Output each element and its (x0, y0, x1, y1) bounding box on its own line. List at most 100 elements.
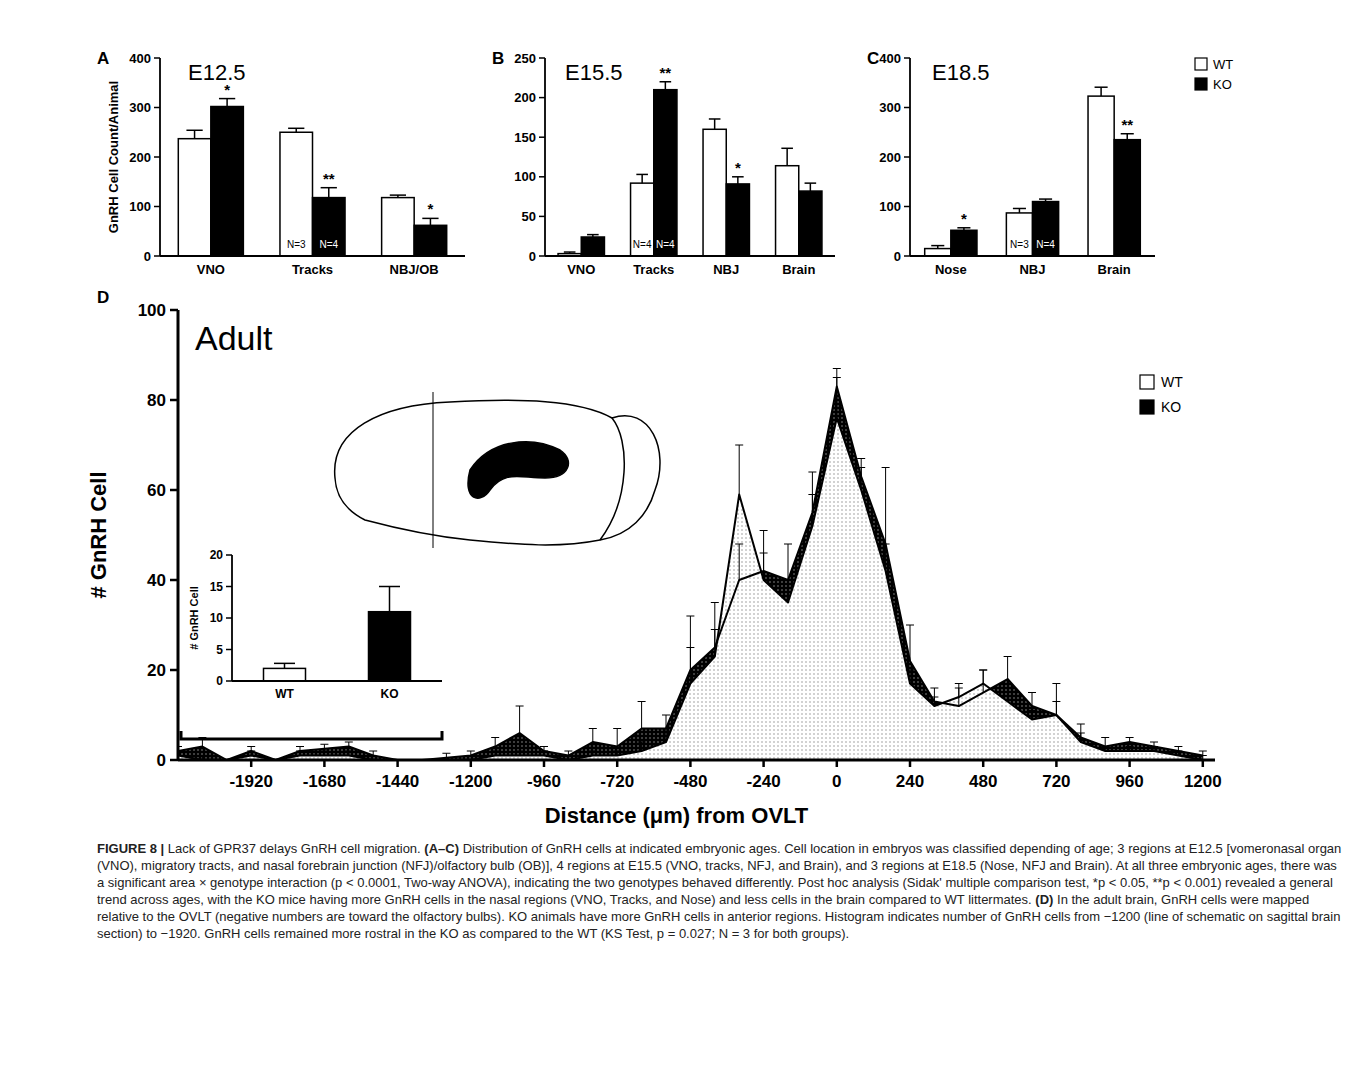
n-label: N=4 (656, 239, 675, 250)
error-bar (442, 753, 450, 758)
error-stem (1202, 751, 1203, 756)
error-bar (781, 148, 793, 165)
bar (382, 198, 415, 256)
x-tick-label: -1440 (376, 772, 419, 791)
category-label: Brain (782, 262, 815, 277)
bars (558, 82, 822, 256)
error-bar (422, 218, 438, 225)
legend-swatch (1195, 78, 1207, 90)
x-axis (232, 680, 442, 682)
x-tick (762, 760, 765, 767)
legend: WTKO (1140, 374, 1183, 415)
error-stem (592, 751, 593, 756)
error-stem (1126, 134, 1128, 140)
error-stem (348, 742, 349, 747)
bar (581, 237, 604, 256)
y-tick-label: 20 (147, 661, 166, 680)
error-cap (662, 715, 670, 716)
panel-letter: B (492, 49, 504, 68)
error-cap (906, 670, 914, 671)
error-cap (1028, 710, 1036, 711)
error-bar (636, 174, 648, 183)
x-tick (982, 760, 985, 767)
error-stem (641, 174, 643, 183)
error-bar (491, 751, 499, 756)
error-bar (662, 715, 670, 729)
error-cap (516, 751, 524, 752)
bar (1033, 202, 1059, 256)
y-tick (170, 309, 178, 312)
panel-title: E12.5 (188, 60, 246, 85)
y-tick-label: 400 (879, 51, 901, 66)
significance: ** (1121, 116, 1133, 133)
error-stem (788, 580, 789, 603)
x-tick-label: -240 (747, 772, 781, 791)
error-cap (1077, 724, 1085, 725)
error-cap (931, 245, 944, 247)
error-bar (1039, 199, 1052, 201)
error-bar (1121, 134, 1134, 140)
error-cap (955, 688, 963, 689)
error-bar (660, 82, 672, 90)
error-stem (666, 715, 667, 729)
series-line (178, 387, 1203, 761)
error-stem (324, 744, 325, 749)
y-axis-title: # GnRH Cell (86, 471, 111, 598)
error-bar (1174, 747, 1182, 752)
error-cap (781, 148, 793, 150)
error-bar (808, 472, 816, 513)
error-stem (430, 218, 432, 225)
bar (925, 249, 951, 256)
error-stem (739, 544, 740, 580)
error-bar (589, 729, 597, 743)
error-cap (186, 130, 202, 132)
x-tick (470, 760, 473, 767)
caption-text: Lack of GPR37 delays GnRH cell migration… (168, 841, 421, 856)
error-cap (369, 751, 377, 752)
error-cap (442, 753, 450, 754)
error-stem (690, 616, 691, 670)
error-cap (345, 742, 353, 743)
error-bar (564, 751, 572, 756)
category-label: NBJ/OB (390, 262, 439, 277)
error-bar (1150, 742, 1158, 747)
error-stem (641, 742, 642, 751)
error-cap (564, 251, 576, 253)
error-cap (732, 176, 744, 178)
category-label: VNO (197, 262, 225, 277)
bar (631, 183, 654, 256)
y-tick (170, 489, 178, 492)
error-cap (320, 751, 328, 752)
error-bar (589, 751, 597, 756)
error-bar (1028, 693, 1036, 707)
error-bar (247, 747, 255, 752)
error-cap (711, 602, 719, 603)
error-stem (495, 751, 496, 756)
error-cap (516, 706, 524, 707)
error-stem (934, 688, 935, 702)
error-bar (345, 751, 353, 756)
y-tick (170, 399, 178, 402)
n-label: N=4 (319, 239, 338, 250)
error-stem (1100, 87, 1102, 96)
error-stem (194, 130, 196, 138)
error-bar (882, 468, 890, 545)
error-bar (274, 663, 295, 668)
bar-annotations: *N=3**N=4* (224, 81, 433, 250)
y-tick-label: 0 (216, 674, 223, 688)
error-bar (296, 747, 304, 752)
error-cap (979, 670, 987, 671)
error-cap (638, 701, 646, 702)
error-cap (219, 98, 235, 100)
category-label: VNO (567, 262, 595, 277)
bar (654, 90, 677, 256)
y-tick-label: 100 (138, 301, 166, 320)
error-stem (885, 468, 886, 545)
caption-label: (A–C) (424, 841, 459, 856)
error-stem (519, 706, 520, 733)
error-bar (390, 195, 406, 197)
y-tick-label: 200 (514, 90, 536, 105)
error-cap (1126, 737, 1134, 738)
error-stem (1007, 657, 1008, 680)
error-stem (812, 472, 813, 513)
